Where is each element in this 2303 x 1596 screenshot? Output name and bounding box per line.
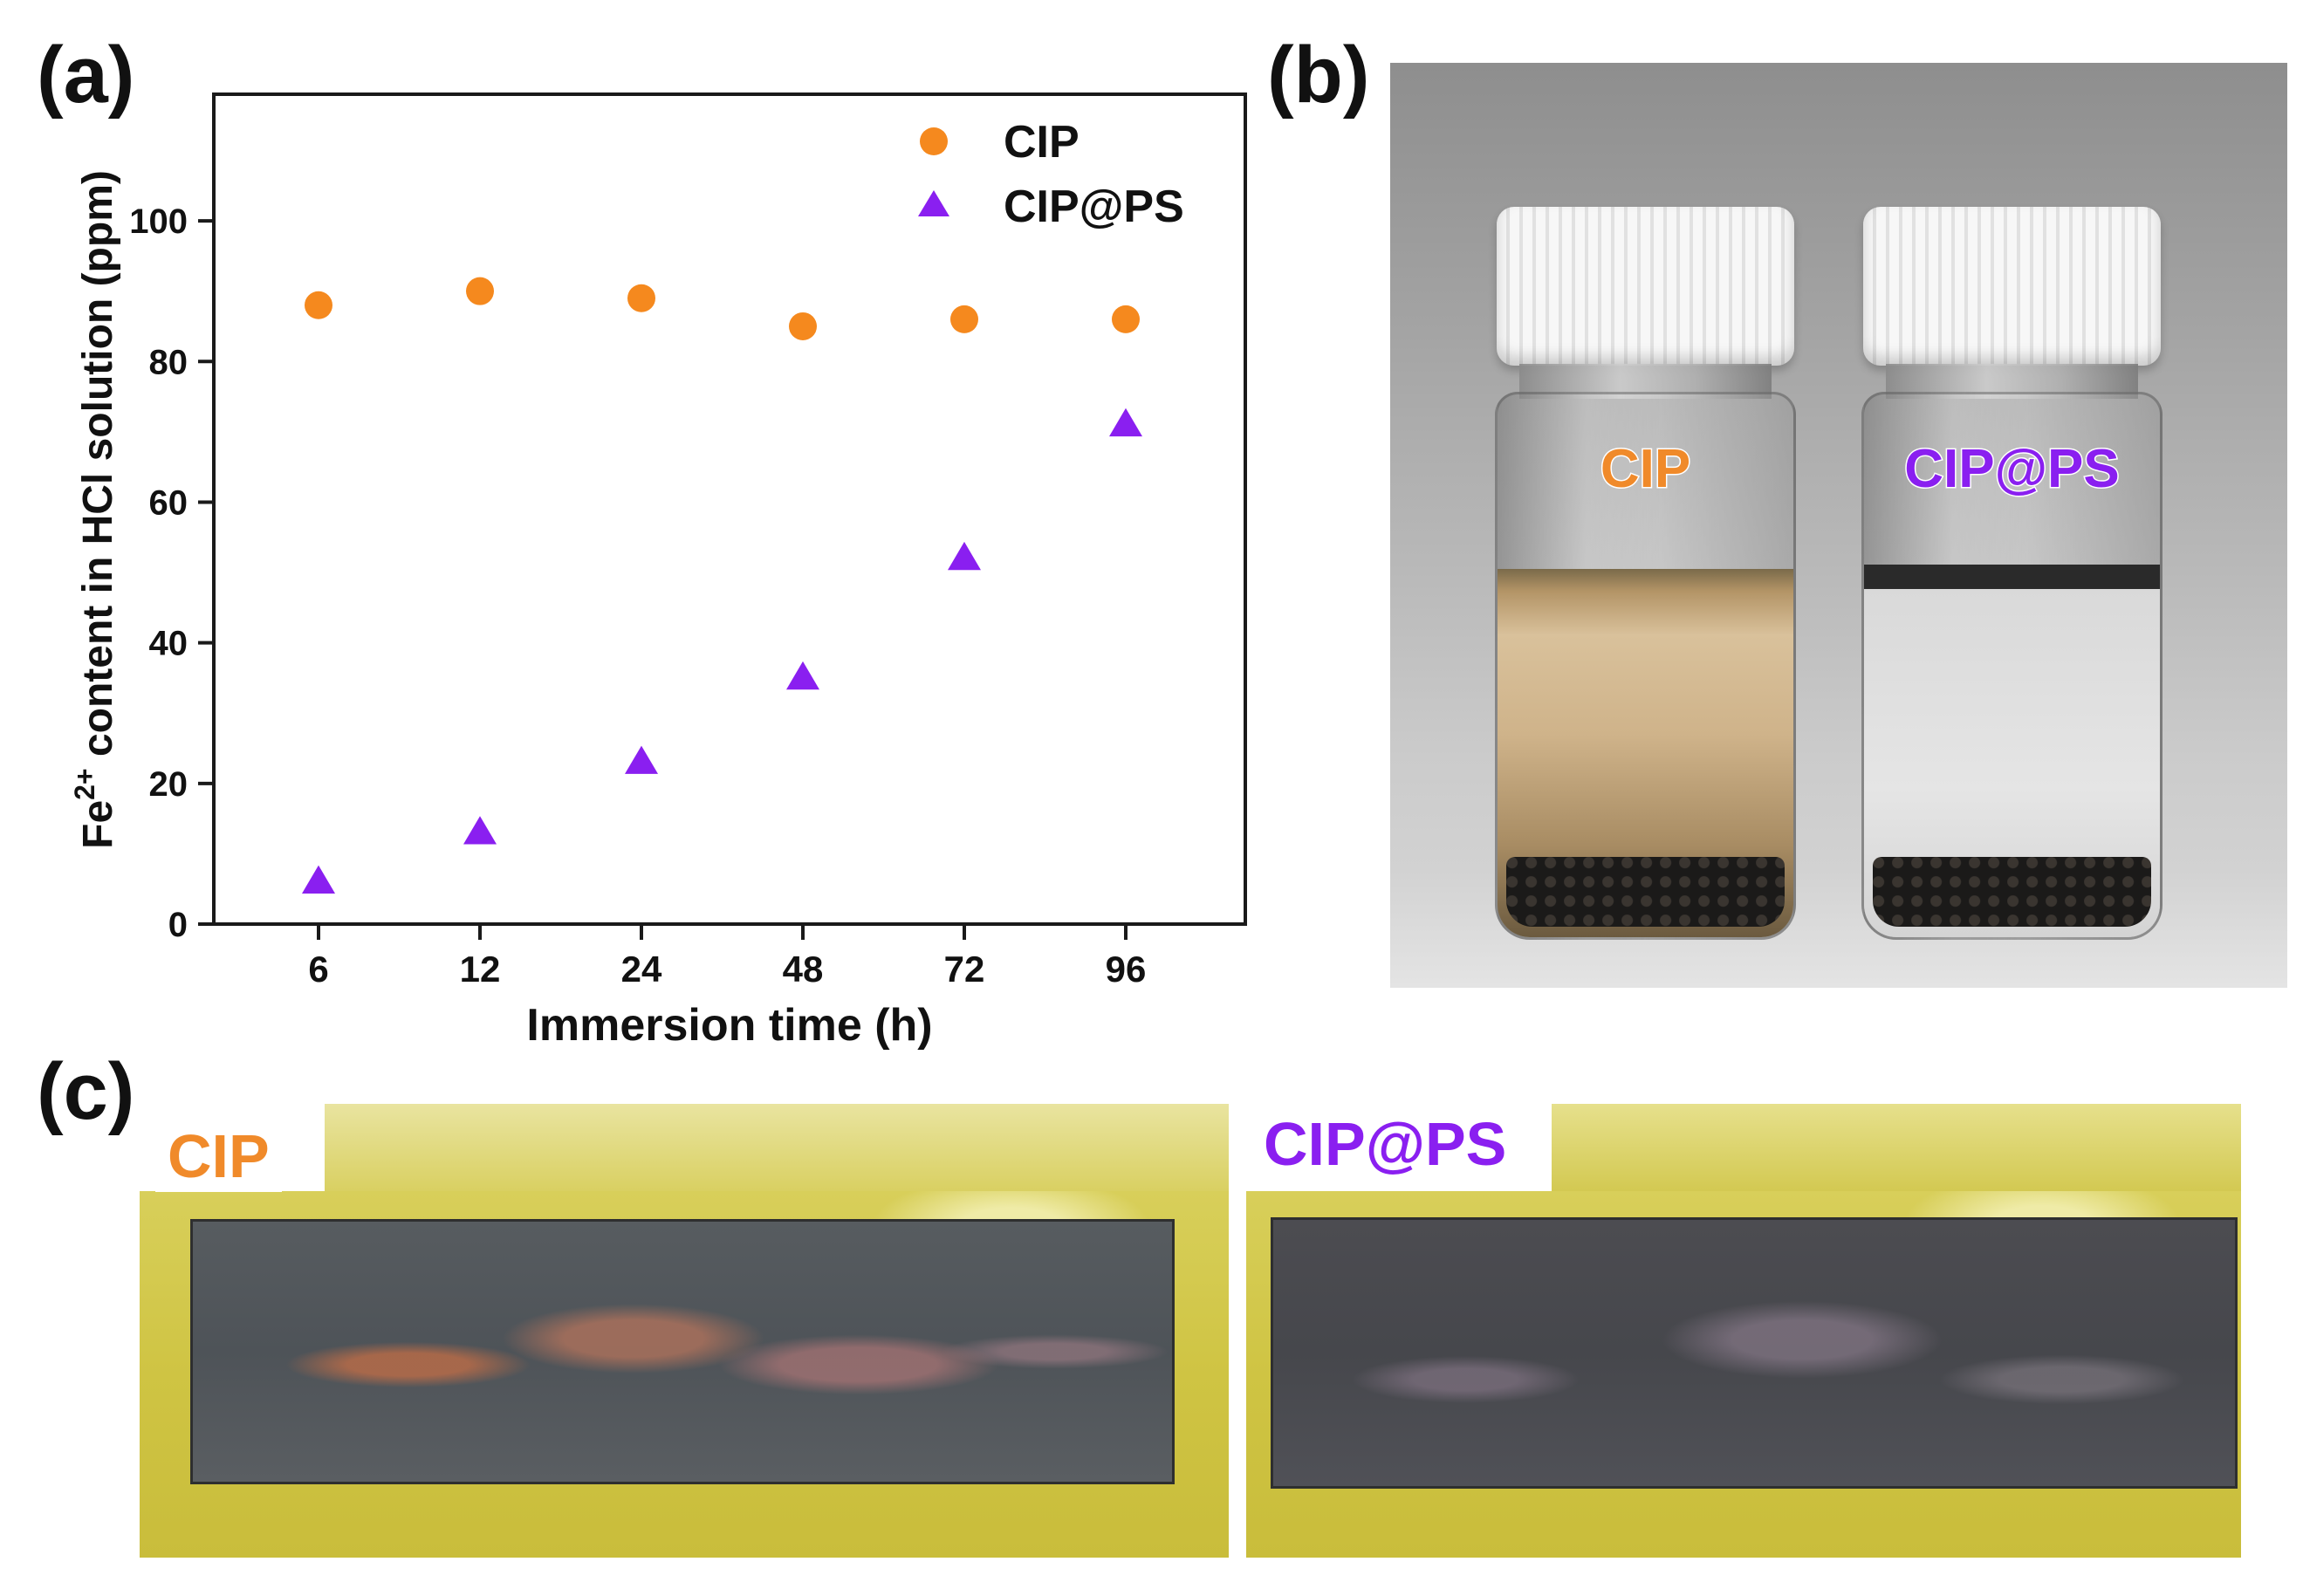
strip-photo-cip-ps [1246,1191,2241,1558]
y-axis-title-superscript: 2+ [69,768,100,799]
y-axis-title-rest: content in HCl solution (ppm) [75,170,121,768]
corroded-strip-cip [190,1219,1175,1484]
panel-label-c: (c) [37,1047,135,1136]
data-point-cip [950,305,978,333]
y-tick-label: 0 [168,906,188,944]
y-axis-title: Fe2+ content in HCl solution (ppm) [69,170,121,849]
x-tick-label: 12 [460,949,501,990]
data-point-cip-ps [302,865,335,894]
vial-cip-ps: CIP@PS [1861,207,2162,940]
vial-sediment [1873,857,2151,927]
data-point-cip-ps [463,816,497,845]
y-axis: 0 20 40 60 80 100 [129,202,214,944]
vial-glass [1861,392,2162,940]
vials-photo: CIP CIP@PS [1390,63,2287,988]
y-tick-label: 60 [149,483,188,522]
vial-label-cip-ps: CIP@PS [1903,438,2121,501]
strip-photo-cip-ps-top [1552,1104,2241,1191]
x-tick-label: 72 [944,949,985,990]
series-cip [305,277,1140,340]
data-point-cip-ps [1109,408,1142,437]
y-tick-label: 40 [149,625,188,663]
x-tick-label: 48 [783,949,824,990]
x-tick-label: 96 [1106,949,1147,990]
panel-label-a: (a) [37,31,135,120]
x-tick-label: 6 [308,949,328,990]
vial-cip: CIP [1495,207,1796,940]
vial-glass [1495,392,1796,940]
legend-label-cip: CIP [1004,117,1080,168]
vial-label-cip: CIP [1599,438,1691,501]
plot-area [212,92,1247,926]
legend-marker-cip [920,127,948,155]
data-point-cip [466,277,494,305]
y-axis-title-base: Fe [75,800,121,849]
x-tick-label: 24 [621,949,662,990]
data-point-cip [627,284,655,312]
vial-cap [1863,207,2161,366]
strip-photo-cip-top [325,1104,1229,1191]
strip-label-cip: CIP [155,1117,282,1192]
series-cip-ps [302,408,1142,894]
data-point-cip-ps [786,661,819,690]
data-point-cip [305,291,332,319]
y-tick-label: 100 [129,202,188,241]
y-tick-label: 20 [149,765,188,804]
y-tick-label: 80 [149,343,188,381]
legend-marker-cip-ps [918,190,949,216]
vial-cap [1497,207,1794,366]
strip-label-cip-ps: CIP@PS [1246,1105,1525,1180]
data-point-cip-ps [948,541,981,571]
legend: CIP CIP@PS [918,117,1184,232]
data-point-cip-ps [625,745,658,774]
vial-sediment [1506,857,1785,927]
x-axis-title: Immersion time (h) [526,1000,932,1051]
data-point-cip [789,312,817,340]
panel-label-b: (b) [1267,31,1370,120]
data-point-cip [1112,305,1140,333]
x-axis: 6 12 24 48 72 96 [308,924,1146,990]
coated-strip-cip-ps [1271,1217,2238,1489]
legend-label-cip-ps: CIP@PS [1004,182,1184,232]
strip-photo-cip [140,1191,1229,1558]
